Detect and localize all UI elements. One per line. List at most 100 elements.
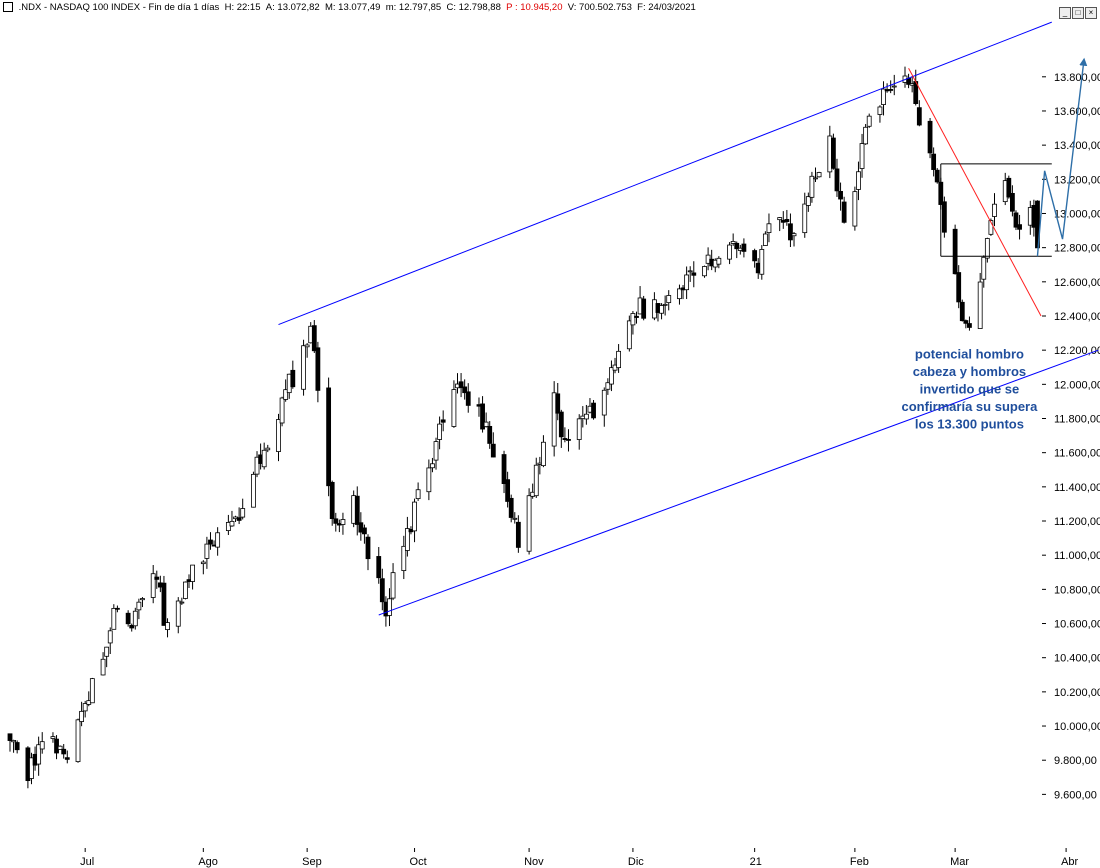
candle (762, 231, 768, 246)
candle-body-down (515, 521, 521, 548)
candle (290, 360, 296, 389)
candle (200, 560, 206, 575)
p-label: P : (506, 2, 518, 13)
x-tick-label: Abr (1061, 856, 1078, 868)
y-tick-label: 10.000,00 (1054, 721, 1100, 733)
f-value: 24/03/2021 (648, 2, 696, 13)
candle-body-down (941, 201, 947, 233)
candle (533, 457, 539, 498)
candle (75, 718, 81, 763)
candle-body-up (702, 266, 707, 277)
candle-body-up (852, 191, 858, 227)
candle (487, 421, 493, 449)
candle-body-up (404, 528, 410, 551)
mn-value: 12.797,85 (398, 2, 442, 13)
candle (483, 412, 489, 428)
candle (125, 610, 131, 627)
candle-body-down (558, 411, 564, 438)
candle (333, 512, 339, 532)
y-tick-label: 11.200,00 (1054, 516, 1100, 528)
candle (576, 414, 582, 450)
candle (89, 677, 95, 704)
candle (14, 740, 20, 754)
candle (501, 450, 507, 494)
candle-body-down (465, 391, 471, 406)
candle (7, 733, 13, 752)
candle (129, 623, 135, 632)
candle (791, 232, 797, 247)
candle (558, 409, 564, 448)
candle (458, 373, 464, 398)
candle (856, 161, 861, 201)
y-tick-label: 12.000,00 (1054, 379, 1100, 391)
candle (634, 311, 639, 324)
maximize-icon[interactable]: □ (1072, 7, 1084, 19)
candle (988, 218, 994, 236)
candle (734, 241, 740, 259)
close-icon[interactable]: × (1085, 7, 1097, 19)
candle (161, 575, 167, 626)
candle-body-up (11, 739, 16, 743)
candle-body-down (956, 272, 962, 303)
candle-body-down (931, 153, 937, 170)
f-label: F: (637, 2, 646, 13)
candle-body-up (39, 741, 45, 750)
candle-body-down (634, 315, 639, 318)
v-label: V: (567, 2, 577, 13)
candle-body-down (161, 582, 167, 626)
candle (433, 437, 439, 470)
symbol-label: .NDX - NASDAQ 100 INDEX (18, 2, 141, 13)
candle (362, 524, 367, 544)
candle-body-up (229, 520, 235, 527)
candle (687, 266, 693, 282)
candle-body-down (329, 481, 335, 519)
candle (981, 255, 987, 288)
candle (881, 81, 886, 116)
candle (809, 171, 815, 203)
candle (702, 265, 707, 278)
annotation-line: cabeza y hombros (913, 364, 1026, 379)
candle (254, 451, 260, 478)
y-tick-label: 10.800,00 (1054, 584, 1100, 596)
chart-menu-icon[interactable] (0, 0, 14, 16)
candle-body-down (358, 522, 364, 533)
candle-body-down (458, 381, 464, 389)
candle-body-up (802, 203, 808, 234)
window-controls: _ □ × (1058, 2, 1097, 19)
candle-body-down (480, 403, 485, 430)
m-value: 13.077,49 (338, 2, 381, 13)
minimize-icon[interactable]: _ (1059, 7, 1071, 19)
candle (838, 182, 843, 211)
candle-body-down (934, 169, 940, 183)
candle-body-up (75, 719, 81, 763)
candle (111, 604, 117, 630)
candle (952, 224, 958, 275)
candle (430, 457, 435, 473)
candle (984, 237, 990, 263)
candle-body-down (376, 556, 382, 579)
candle (841, 196, 847, 224)
candle (684, 266, 690, 300)
candle (609, 360, 614, 392)
candle-body-up (813, 177, 818, 180)
x-tick-label: Mar (950, 856, 969, 868)
candle (977, 272, 983, 329)
candle-body-down (591, 402, 596, 419)
candle (390, 563, 396, 601)
candle (802, 192, 808, 238)
candle (784, 209, 790, 226)
candle (526, 488, 532, 555)
candle (183, 581, 188, 600)
x-tick-label: Ago (198, 856, 218, 868)
y-tick-label: 13.800,00 (1054, 72, 1100, 84)
candle-body-down (311, 325, 317, 352)
candle-body-down (831, 137, 836, 169)
y-tick-label: 12.600,00 (1054, 277, 1100, 289)
candle-body-up (616, 350, 621, 369)
candle (462, 379, 468, 400)
candle (404, 516, 410, 557)
candle-body-up (576, 418, 582, 440)
candle (788, 213, 793, 248)
candle-body-up (136, 601, 142, 611)
candle (490, 432, 496, 458)
